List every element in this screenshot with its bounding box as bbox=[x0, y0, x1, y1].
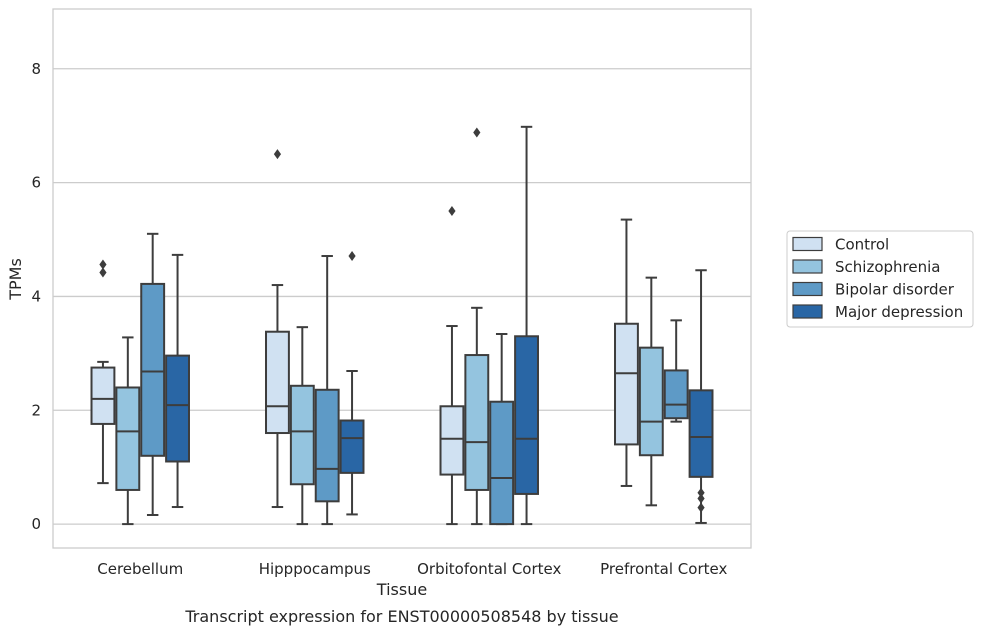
box-0-2 bbox=[439, 206, 465, 526]
box-iqr bbox=[314, 388, 340, 503]
box-iqr bbox=[289, 384, 315, 486]
box-iqr bbox=[439, 405, 465, 476]
legend-swatch bbox=[792, 281, 823, 297]
y-axis-label: TPMs bbox=[6, 258, 25, 301]
outlier-point bbox=[99, 259, 107, 270]
plot-frame bbox=[52, 8, 752, 549]
y-tick-label: 0 bbox=[31, 515, 41, 533]
legend-label: Major depression bbox=[835, 303, 963, 321]
box-iqr bbox=[638, 346, 664, 457]
box-2-1 bbox=[314, 255, 340, 526]
legend-swatch bbox=[792, 259, 823, 274]
box-iqr bbox=[464, 354, 490, 491]
box-iqr bbox=[115, 386, 141, 491]
box-1-1 bbox=[289, 326, 315, 526]
outlier-point bbox=[697, 487, 705, 498]
x-axis-label: Tissue bbox=[376, 580, 427, 599]
box-layer bbox=[90, 125, 714, 526]
box-0-0 bbox=[90, 259, 116, 485]
legend-label: Bipolar disorder bbox=[835, 281, 955, 299]
y-tick-label: 6 bbox=[31, 174, 41, 192]
x-tick-label: Orbitofontal Cortex bbox=[417, 560, 561, 578]
x-tick-labels: Cerebellum Hipppocampus Orbitofontal Corte… bbox=[97, 560, 727, 578]
chart-caption: Transcript expression for ENST0000050854… bbox=[184, 607, 618, 626]
box-3-0 bbox=[165, 253, 190, 509]
outlier-point bbox=[473, 127, 481, 138]
outlier-point bbox=[697, 502, 705, 513]
outlier-point bbox=[273, 149, 282, 160]
box-3-1 bbox=[339, 251, 365, 516]
box-iqr bbox=[90, 366, 116, 425]
box-iqr bbox=[514, 335, 539, 495]
y-tick-label: 2 bbox=[31, 401, 41, 419]
box-3-3 bbox=[688, 269, 714, 524]
box-iqr bbox=[339, 419, 365, 474]
box-3-2 bbox=[514, 125, 539, 526]
box-0-3 bbox=[614, 218, 639, 487]
box-2-3 bbox=[663, 319, 689, 423]
outlier-point bbox=[697, 493, 705, 504]
outlier-point bbox=[99, 267, 107, 278]
legend: Control Schizophrenia Bipolar disorder Majo… bbox=[786, 230, 974, 328]
box-iqr bbox=[614, 322, 639, 446]
box-iqr bbox=[489, 400, 515, 526]
x-tick-label: Cerebellum bbox=[97, 560, 183, 578]
box-1-2 bbox=[464, 127, 490, 526]
legend-label: Control bbox=[835, 236, 889, 254]
legend-swatch bbox=[792, 304, 823, 319]
y-tick-label: 4 bbox=[31, 287, 41, 305]
box-1-3 bbox=[638, 276, 664, 507]
outlier-point bbox=[348, 251, 356, 262]
outlier-point bbox=[448, 206, 456, 217]
box-iqr bbox=[265, 330, 290, 435]
box-2-0 bbox=[140, 232, 166, 516]
legend-label: Schizophrenia bbox=[835, 258, 940, 276]
x-tick-label: Prefrontal Cortex bbox=[600, 560, 727, 578]
y-tick-labels: 0 2 4 6 8 bbox=[31, 60, 41, 533]
legend-frame bbox=[786, 230, 974, 328]
box-0-1 bbox=[265, 149, 290, 509]
x-tick-label: Hipppocampus bbox=[259, 560, 371, 578]
legend-swatch bbox=[792, 236, 823, 252]
box-iqr bbox=[663, 369, 689, 420]
box-2-2 bbox=[489, 332, 515, 526]
box-iqr bbox=[688, 389, 714, 478]
box-iqr bbox=[165, 354, 190, 463]
box-1-0 bbox=[115, 336, 141, 526]
box-iqr bbox=[140, 282, 166, 457]
y-tick-label: 8 bbox=[31, 60, 41, 78]
